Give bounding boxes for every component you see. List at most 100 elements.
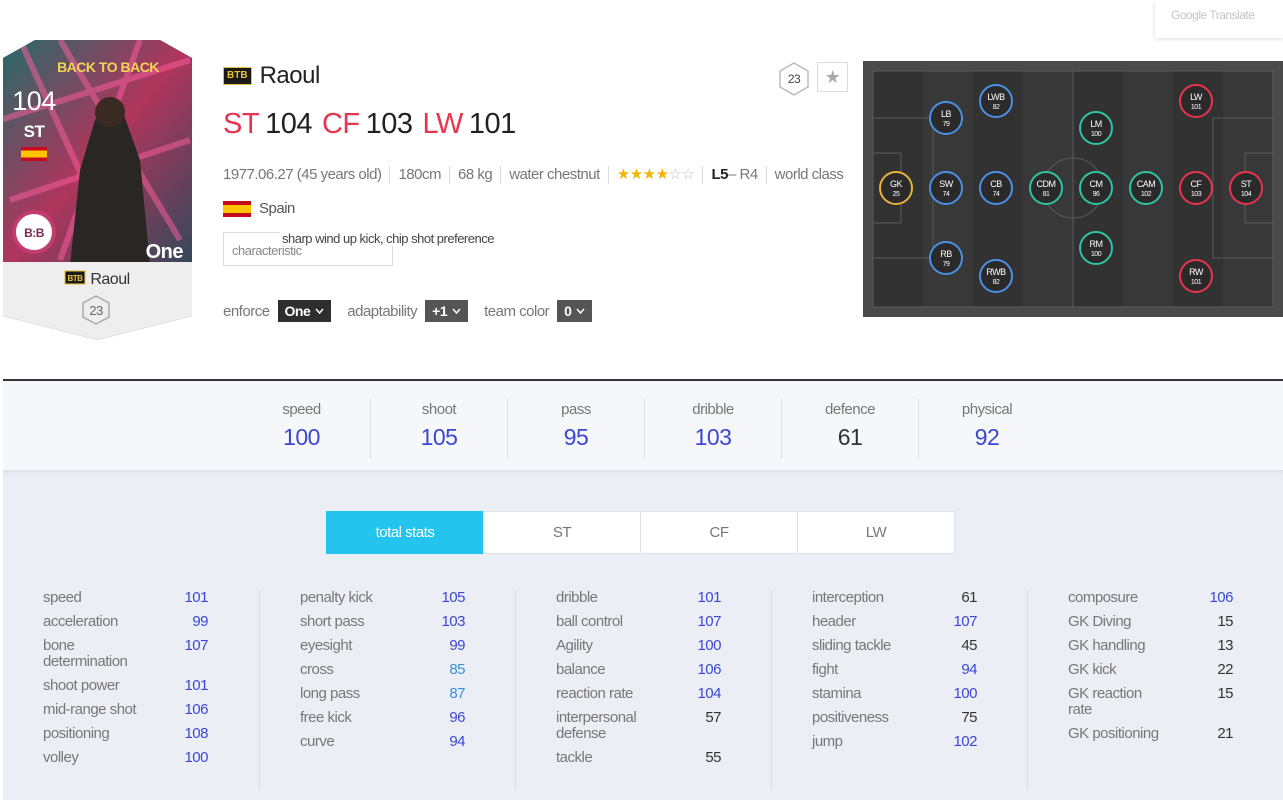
stat-row: GK Diving 15	[1068, 614, 1234, 630]
stat-row: cross 85	[300, 661, 466, 678]
summary-value: 103	[694, 424, 732, 450]
node-ovr: 81	[1043, 191, 1050, 198]
card-logo-text: B:B	[24, 226, 45, 240]
player-name: Raoul	[259, 62, 321, 89]
stat-label: tackle	[556, 749, 593, 766]
summary-value: 95	[563, 424, 589, 450]
controls: enforce One adaptability +1 team color 0	[223, 300, 600, 322]
formation-node[interactable]: RM 100	[1079, 231, 1113, 265]
stat-value: 57	[705, 709, 721, 726]
node-ovr: 74	[943, 191, 950, 198]
control-value: +1	[432, 303, 448, 319]
control-dropdown[interactable]: 0	[557, 300, 593, 322]
position-ratings: ST 104 CF 103 LW 101	[223, 108, 516, 141]
node-ovr: 100	[1091, 131, 1102, 138]
player-card[interactable]: BACK TO BACK 104 ST B:B One BTB Raoul 23	[0, 20, 196, 346]
stat-row: balance 106	[556, 662, 722, 678]
node-position: RM	[1090, 239, 1103, 249]
stat-value: 94	[961, 661, 977, 678]
stat-label: interpersonal defense	[556, 709, 637, 742]
card-enforce: One	[146, 241, 184, 263]
summary-label: shoot	[421, 401, 457, 418]
node-circle	[1029, 171, 1063, 205]
card-edition: BACK TO BACK	[57, 59, 159, 75]
tab[interactable]: total stats	[326, 511, 484, 554]
formation-node[interactable]: ST 104	[1229, 171, 1263, 205]
stat-column: interception 61 header 107 sliding tackle 45 f…	[771, 590, 1027, 790]
stat-row: free kick 96	[300, 710, 466, 726]
summary-item: defence 61	[781, 399, 918, 459]
formation-node[interactable]: CF 103	[1179, 171, 1213, 205]
info-item: 180cm	[389, 166, 449, 184]
node-circle	[1079, 111, 1113, 145]
stat-label: GK kick	[1068, 661, 1117, 678]
info-item: 68 kg	[448, 166, 500, 184]
stat-tabs: total stats ST CF LW	[326, 511, 955, 554]
node-position: LM	[1090, 119, 1102, 129]
position-name: ST	[223, 108, 260, 140]
translate-button[interactable]: Google Translate	[1155, 0, 1283, 38]
control-dropdown[interactable]: +1	[425, 300, 469, 322]
stat-value: 103	[441, 613, 465, 630]
formation-node[interactable]: LB 79	[929, 101, 963, 135]
foot: L5– R4	[702, 166, 765, 184]
stat-row: fight 94	[812, 661, 978, 678]
stat-row: tackle 55	[556, 749, 722, 766]
node-circle	[979, 259, 1013, 293]
arrow-path	[452, 308, 461, 314]
control-dropdown[interactable]: One	[277, 300, 332, 322]
node-circle	[1229, 171, 1263, 205]
node-position: RW	[1189, 267, 1204, 277]
stat-label: positioning	[43, 725, 110, 742]
tab[interactable]: ST	[483, 511, 641, 554]
formation-node[interactable]: RB 79	[929, 241, 963, 275]
position-name: LW	[422, 108, 464, 140]
pay-value: 23	[788, 72, 801, 86]
stat-row: composure 106	[1068, 590, 1234, 606]
nation-name: Spain	[259, 200, 295, 217]
node-position: RWB	[986, 267, 1006, 277]
stat-row: eyesight 99	[300, 638, 466, 654]
formation-node[interactable]: CAM 102	[1129, 171, 1163, 205]
stat-label: interception	[812, 589, 884, 606]
stat-value: 107	[184, 637, 208, 654]
stat-value: 21	[1217, 725, 1233, 742]
node-ovr: 82	[993, 279, 1000, 286]
stat-label: GK positioning	[1068, 725, 1159, 742]
formation-pitch: GK 25 LB 79 SW 74 RB 79 LWB 82 CB 74 RWB 82 CDM 81 LM 100…	[863, 61, 1283, 317]
formation-node[interactable]: SW 74	[929, 171, 963, 205]
position-ovr: 104	[265, 108, 312, 140]
formation-node[interactable]: LM 100	[1079, 111, 1113, 145]
tab[interactable]: LW	[797, 511, 955, 554]
formation-node[interactable]: CDM 81	[1029, 171, 1063, 205]
divider	[3, 379, 1283, 381]
stat-label: cross	[300, 661, 334, 678]
formation-node[interactable]: LWB 82	[979, 84, 1013, 118]
node-position: CF	[1191, 179, 1203, 189]
player-info: 1977.06.27 (45 years old) 180cm 68 kg water…	[223, 166, 851, 184]
stat-label: volley	[43, 749, 79, 766]
arrow-path	[576, 308, 586, 314]
card-player-head	[95, 97, 125, 127]
stat-label: Agility	[556, 637, 593, 654]
stat-row: sliding tackle 45	[812, 638, 978, 654]
stat-row: mid-range shot 106	[43, 702, 209, 718]
favorite-button[interactable]: ★	[817, 62, 848, 92]
node-ovr: 82	[993, 104, 1000, 111]
nation-flag	[223, 200, 251, 217]
formation-node[interactable]: GK 25	[879, 171, 913, 205]
node-circle	[1179, 84, 1213, 118]
formation-node[interactable]: CB 74	[979, 171, 1013, 205]
formation-node[interactable]: RW 101	[1179, 259, 1213, 293]
stat-label: GK reaction rate	[1068, 685, 1142, 718]
formation-node[interactable]: RWB 82	[979, 259, 1013, 293]
formation-node[interactable]: CM 96	[1079, 171, 1113, 205]
node-ovr: 96	[1093, 191, 1100, 198]
tab[interactable]: CF	[640, 511, 798, 554]
stat-label: reaction rate	[556, 685, 633, 702]
formation-node[interactable]: LW 101	[1179, 84, 1213, 118]
node-position: CAM	[1137, 179, 1156, 189]
node-ovr: 79	[943, 261, 950, 268]
stat-row: short pass 103	[300, 613, 466, 630]
